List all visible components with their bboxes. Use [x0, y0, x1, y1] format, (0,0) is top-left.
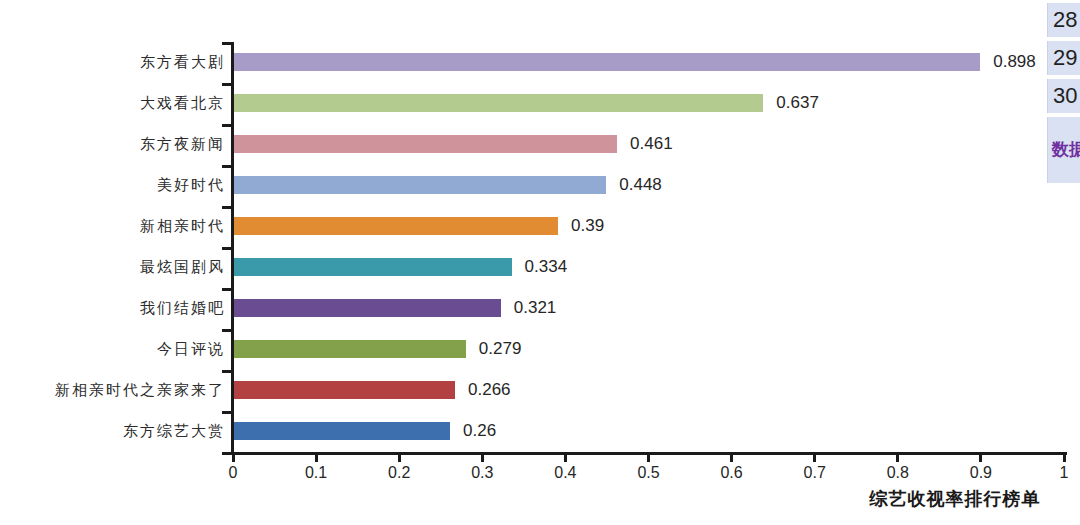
- x-axis-tick: [564, 455, 567, 462]
- y-axis-tick: [222, 247, 231, 250]
- x-axis-tick: [730, 455, 733, 462]
- category-label: 新相亲时代: [0, 217, 225, 235]
- value-label: 0.26: [463, 422, 496, 440]
- bar-3[interactable]: [234, 135, 617, 153]
- x-tick-label: 0: [203, 464, 263, 482]
- category-label: 最炫国剧风: [0, 258, 225, 276]
- category-label: 东方夜新闻: [0, 135, 225, 153]
- x-tick-label: 0.9: [951, 464, 1011, 482]
- bar-5[interactable]: [234, 217, 558, 235]
- x-tick-label: 0.1: [286, 464, 346, 482]
- spreadsheet-cell-30[interactable]: 30: [1047, 79, 1080, 113]
- spreadsheet-column: 28 29 30 数据: [1047, 0, 1080, 525]
- x-axis-tick: [896, 455, 899, 462]
- y-axis-tick: [222, 206, 231, 209]
- bar-1[interactable]: [234, 53, 980, 71]
- bar-8[interactable]: [234, 340, 466, 358]
- y-axis-tick: [222, 124, 231, 127]
- y-axis-tick: [222, 288, 231, 291]
- value-label: 0.898: [993, 53, 1036, 71]
- category-label: 大戏看北京: [0, 94, 225, 112]
- y-axis-tick: [222, 370, 231, 373]
- spreadsheet-cell-28[interactable]: 28: [1047, 3, 1080, 37]
- x-tick-label: 0.3: [452, 464, 512, 482]
- y-axis-tick: [222, 452, 231, 455]
- x-tick-label: 0.7: [785, 464, 845, 482]
- value-label: 0.266: [468, 381, 511, 399]
- category-label: 美好时代: [0, 176, 225, 194]
- x-tick-label: 0.4: [535, 464, 595, 482]
- x-axis-tick: [398, 455, 401, 462]
- bar-6[interactable]: [234, 258, 512, 276]
- x-tick-label: 0.6: [702, 464, 762, 482]
- value-label: 0.279: [479, 340, 522, 358]
- x-tick-label: 0.5: [619, 464, 679, 482]
- bar-9[interactable]: [234, 381, 455, 399]
- category-label: 今日评说: [0, 340, 225, 358]
- x-tick-label: 0.8: [868, 464, 928, 482]
- x-axis-tick: [647, 455, 650, 462]
- category-label: 新相亲时代之亲家来了: [0, 381, 225, 399]
- spreadsheet-cell-data-label[interactable]: 数据: [1047, 117, 1080, 183]
- category-label: 东方看大剧: [0, 53, 225, 71]
- category-label: 东方综艺大赏: [0, 422, 225, 440]
- ratings-bar-chart: 综艺收视率排行榜单 00.10.20.30.40.50.60.70.80.91东…: [0, 0, 1080, 525]
- x-axis-tick: [232, 455, 235, 462]
- x-axis-tick: [315, 455, 318, 462]
- y-axis-tick: [222, 165, 231, 168]
- spreadsheet-cell-29[interactable]: 29: [1047, 41, 1080, 75]
- bar-7[interactable]: [234, 299, 501, 317]
- value-label: 0.448: [619, 176, 662, 194]
- x-axis-title: 综艺收视率排行榜单: [860, 487, 1050, 511]
- x-tick-label: 0.2: [369, 464, 429, 482]
- category-label: 我们结婚吧: [0, 299, 225, 317]
- x-axis-tick: [481, 455, 484, 462]
- y-axis-tick: [222, 42, 231, 45]
- bar-10[interactable]: [234, 422, 450, 440]
- bar-4[interactable]: [234, 176, 606, 194]
- y-axis-tick: [222, 329, 231, 332]
- x-axis-tick: [979, 455, 982, 462]
- y-axis-tick: [222, 411, 231, 414]
- value-label: 0.39: [571, 217, 604, 235]
- value-label: 0.334: [525, 258, 568, 276]
- value-label: 0.637: [776, 94, 819, 112]
- value-label: 0.461: [630, 135, 673, 153]
- bar-2[interactable]: [234, 94, 763, 112]
- x-axis-tick: [813, 455, 816, 462]
- value-label: 0.321: [514, 299, 557, 317]
- y-axis-tick: [222, 83, 231, 86]
- screenshot-canvas: 综艺收视率排行榜单 00.10.20.30.40.50.60.70.80.91东…: [0, 0, 1080, 525]
